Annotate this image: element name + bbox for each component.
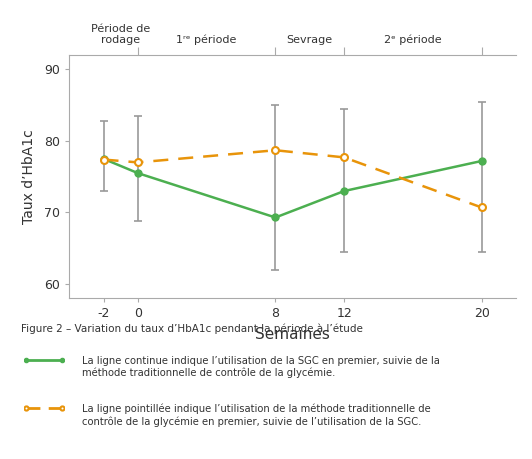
X-axis label: Semaines: Semaines	[255, 327, 330, 342]
Text: Période de
rodage: Période de rodage	[91, 24, 151, 45]
Text: Sevrage: Sevrage	[287, 35, 333, 45]
Y-axis label: Taux d’HbA1c: Taux d’HbA1c	[22, 129, 36, 224]
Text: 1ʳᵉ période: 1ʳᵉ période	[177, 35, 237, 45]
Text: 2ᵉ période: 2ᵉ période	[384, 35, 442, 45]
Text: La ligne pointillée indique l’utilisation de la méthode traditionnelle de
contrô: La ligne pointillée indique l’utilisatio…	[82, 404, 431, 426]
Text: Figure 2 – Variation du taux d’HbA1c pendant la période à l’étude: Figure 2 – Variation du taux d’HbA1c pen…	[21, 324, 363, 334]
Text: La ligne continue indique l’utilisation de la SGC en premier, suivie de la
métho: La ligne continue indique l’utilisation …	[82, 356, 440, 378]
